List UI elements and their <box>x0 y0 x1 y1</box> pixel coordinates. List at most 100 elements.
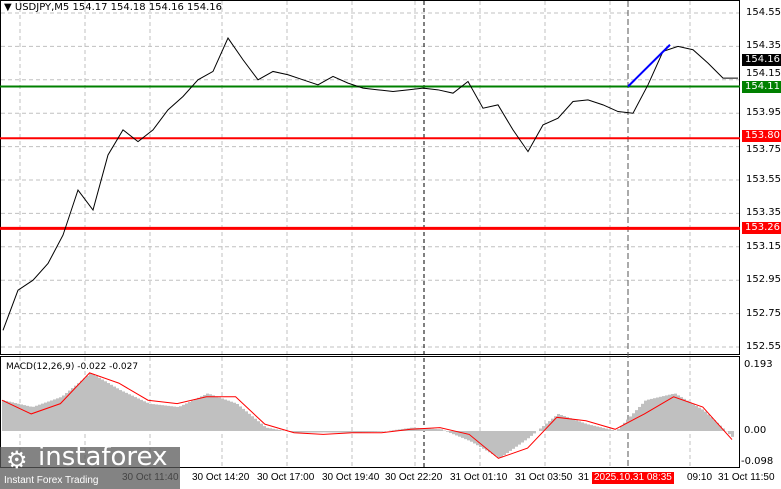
macd-histogram-bar <box>587 424 590 431</box>
macd-histogram-bar <box>695 405 698 431</box>
macd-histogram-bar <box>632 413 635 431</box>
macd-histogram-bar <box>308 431 311 433</box>
macd-histogram-bar <box>224 399 227 431</box>
crosshair-time-label: 2025.10.31 08:35 <box>592 472 674 484</box>
macd-histogram-bar <box>257 421 260 431</box>
macd-histogram-bar <box>242 408 245 431</box>
macd-histogram-bar <box>626 419 629 431</box>
macd-histogram-bar <box>572 419 575 431</box>
macd-histogram-bar <box>65 393 68 431</box>
macd-histogram-bar <box>344 431 347 433</box>
macd-frame <box>0 356 740 468</box>
ohlc-values: 154.17 154.18 154.16 154.16 <box>72 2 222 13</box>
macd-histogram-bar <box>164 405 167 431</box>
macd-histogram-bar <box>218 397 221 431</box>
macd-histogram-bar <box>656 397 659 431</box>
macd-histogram-bar <box>248 413 251 431</box>
macd-histogram-bar <box>347 431 350 433</box>
macd-histogram-bar <box>323 431 326 433</box>
current-price-label: 154.16 <box>742 54 781 66</box>
macd-histogram-bar <box>203 394 206 431</box>
macd-histogram-bar <box>125 392 128 431</box>
price-tick: 153.15 <box>746 240 781 252</box>
collapse-triangle-icon[interactable]: ▼ <box>4 2 12 13</box>
macd-histogram-bar <box>692 404 695 431</box>
macd-histogram-bar <box>434 428 437 431</box>
macd-histogram-bar <box>134 397 137 431</box>
macd-histogram-bar <box>302 431 305 433</box>
level-label: 154.11 <box>742 81 781 93</box>
macd-histogram-bar <box>176 406 179 431</box>
macd-histogram-bar <box>629 416 632 431</box>
macd-histogram-bar <box>278 429 281 431</box>
macd-histogram-bar <box>122 391 125 431</box>
price-tick: 154.55 <box>746 7 781 18</box>
price-tick: 152.75 <box>746 307 781 319</box>
macd-histogram-bar <box>707 414 710 431</box>
price-tick: 153.35 <box>746 207 781 219</box>
macd-histogram-bar <box>431 428 434 431</box>
time-tick: 30 Oct 22:20 <box>385 472 443 483</box>
macd-histogram-bar <box>521 431 524 443</box>
macd-histogram-bar <box>107 383 110 431</box>
macd-histogram-bar <box>539 428 542 431</box>
macd-histogram-bar <box>140 399 143 431</box>
macd-histogram-bar <box>227 400 230 431</box>
macd-histogram-bar <box>638 406 641 431</box>
macd-histogram-bar <box>518 431 521 445</box>
macd-histogram-bar <box>416 427 419 431</box>
macd-histogram-bar <box>623 422 626 431</box>
macd-histogram-bar <box>110 384 113 431</box>
macd-histogram-bar <box>254 418 257 431</box>
macd-histogram-bar <box>662 396 665 431</box>
macd-histogram-bar <box>533 431 536 434</box>
macd-histogram-bar <box>245 411 248 431</box>
macd-histogram-bar <box>569 418 572 431</box>
level-label: 153.26 <box>742 222 781 234</box>
macd-histogram-bar <box>566 417 569 431</box>
macd-histogram-bar <box>485 431 488 451</box>
macd-histogram-bar <box>584 423 587 431</box>
macd-histogram-bar <box>365 431 368 433</box>
macd-histogram-bar <box>281 430 284 431</box>
macd-histogram-bar <box>461 431 464 438</box>
macd-histogram-bar <box>11 402 14 431</box>
macd-histogram-bar <box>332 431 335 433</box>
price-tick: 153.75 <box>746 143 781 155</box>
macd-histogram-bar <box>101 379 104 431</box>
macd-histogram-bar <box>449 431 452 433</box>
macd-histogram-bar <box>83 378 86 431</box>
macd-histogram-bar <box>611 430 614 431</box>
macd-histogram-bar <box>557 413 560 431</box>
macd-histogram-bar <box>233 402 236 431</box>
macd-histogram-bar <box>62 395 65 431</box>
macd-histogram-bar <box>503 431 506 456</box>
macd-histogram-bar <box>266 427 269 431</box>
macd-histogram-bar <box>116 388 119 431</box>
macd-histogram-bar <box>317 431 320 433</box>
macd-histogram-bar <box>269 428 272 431</box>
macd-histogram-bar <box>437 429 440 431</box>
macd-histogram-bar <box>128 394 131 431</box>
macd-histogram-bar <box>374 431 377 432</box>
macd-histogram-bar <box>596 426 599 431</box>
macd-histogram-bar <box>719 425 722 431</box>
macd-histogram-bar <box>686 400 689 431</box>
macd-histogram-bar <box>590 425 593 431</box>
macd-histogram-bar <box>350 431 353 433</box>
time-tick: 30 Oct 17:00 <box>257 472 315 483</box>
macd-histogram-bar <box>161 405 164 431</box>
macd-histogram-bar <box>5 400 8 431</box>
macd-histogram-bar <box>80 380 83 431</box>
macd-histogram-bar <box>221 398 224 431</box>
price-tick: 152.95 <box>746 274 781 286</box>
macd-histogram-bar <box>659 396 662 431</box>
macd-histogram-bar <box>113 386 116 431</box>
macd-histogram-bar <box>167 405 170 431</box>
macd-histogram-bar <box>479 431 482 447</box>
macd-histogram-bar <box>188 402 191 431</box>
macd-histogram-bar <box>353 431 356 433</box>
macd-histogram-bar <box>524 431 527 441</box>
